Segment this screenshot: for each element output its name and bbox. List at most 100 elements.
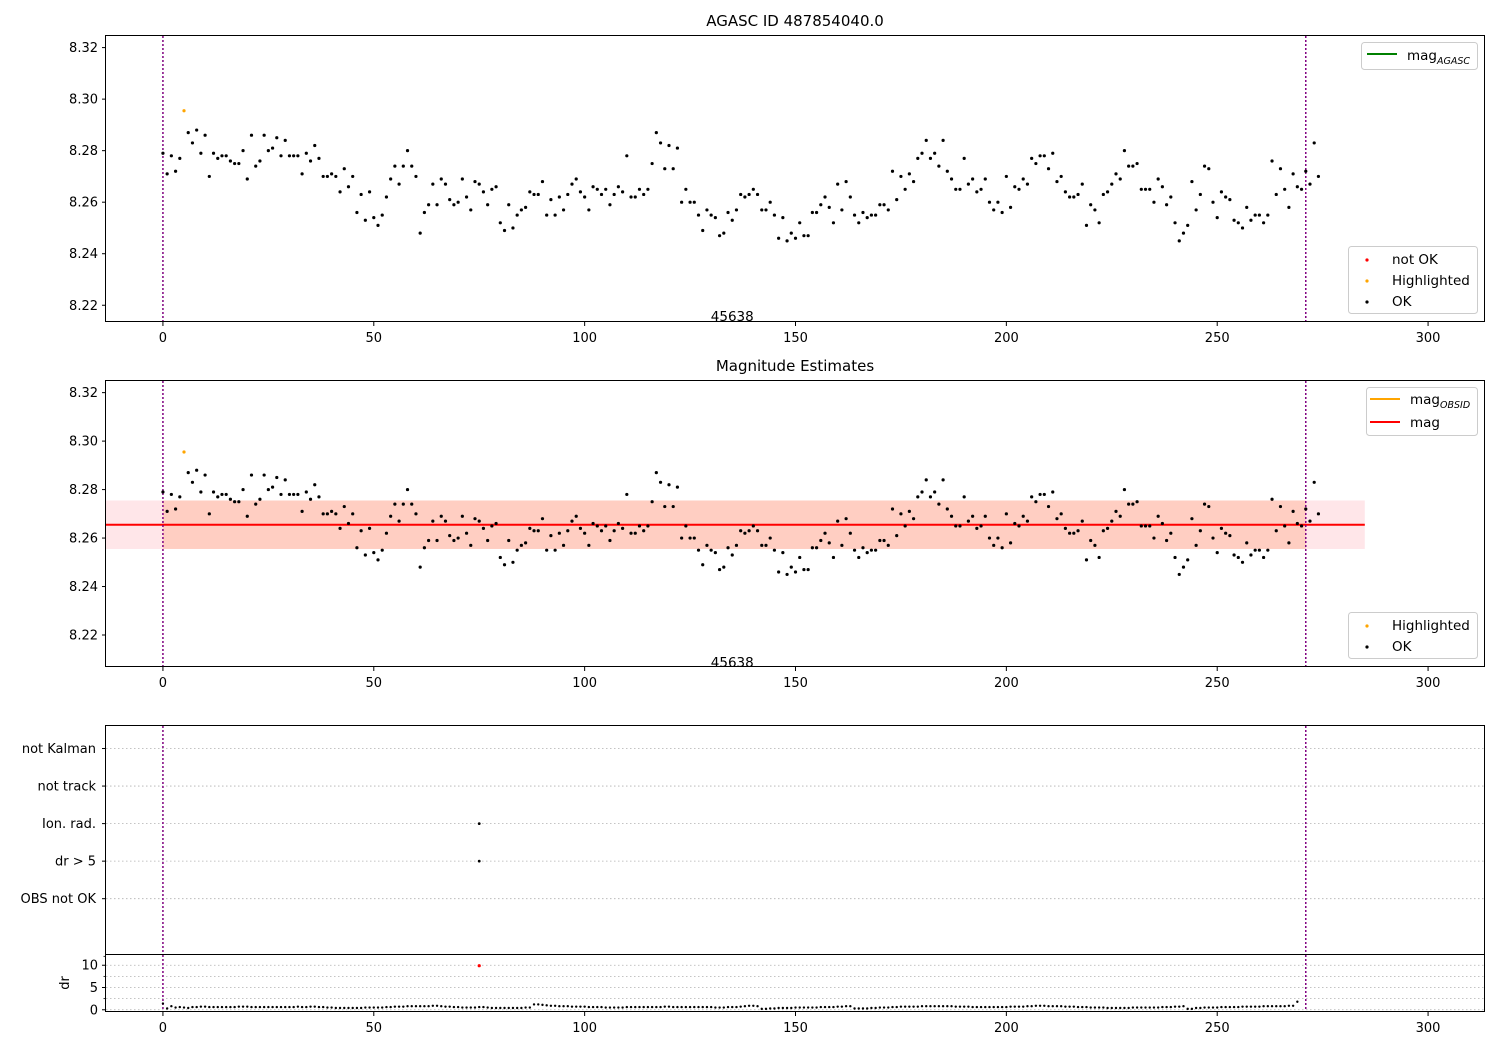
- mag-point: [612, 529, 616, 533]
- mag-point: [650, 500, 654, 504]
- dr-point: [1005, 1005, 1008, 1009]
- mag-point: [629, 195, 633, 199]
- dr-point: [920, 1005, 924, 1008]
- mag-point: [1000, 210, 1004, 215]
- mag-agasc-legend-label: mag: [1407, 48, 1437, 64]
- dr-point: [275, 1005, 278, 1009]
- mag-point: [1190, 517, 1194, 521]
- mag-point: [1262, 555, 1266, 560]
- dr-point: [785, 1006, 789, 1010]
- mag-point: [502, 228, 507, 233]
- mag-point: [511, 560, 515, 564]
- dr-point: [174, 1006, 177, 1009]
- mag-point: [292, 492, 296, 497]
- mag-point: [494, 185, 498, 189]
- x-tick-label: 250: [1205, 331, 1230, 346]
- mag-point: [355, 210, 359, 215]
- mag-point: [228, 159, 233, 163]
- mag-point: [570, 182, 574, 186]
- mag-point: [490, 524, 494, 528]
- mag-point: [971, 177, 975, 181]
- dr-point: [161, 1002, 165, 1005]
- mag-point: [207, 174, 211, 179]
- dr-point: [233, 1005, 236, 1009]
- mag-point: [1224, 531, 1228, 535]
- highlighted-legend-label-2: Highlighted: [1392, 618, 1470, 634]
- mag-point: [460, 177, 464, 181]
- mag-point: [730, 553, 734, 557]
- dr-point: [1194, 1006, 1198, 1010]
- mag-point: [178, 495, 182, 499]
- dr-point: [528, 1006, 532, 1009]
- mag-point: [338, 190, 342, 194]
- mag-point: [1169, 195, 1173, 199]
- highlighted-legend-marker-2: [1365, 624, 1369, 628]
- mag-point: [1270, 497, 1274, 501]
- x-tick-label: 300: [1416, 331, 1441, 346]
- mag-point: [1148, 187, 1152, 191]
- mag-agasc-legend-subscript: AGASC: [1436, 56, 1470, 67]
- mag-point: [713, 216, 717, 220]
- mag-point: [367, 526, 372, 530]
- mag-point: [464, 531, 469, 535]
- mag-point: [224, 154, 228, 158]
- dr-point: [1131, 1006, 1135, 1009]
- mag-point: [1211, 536, 1215, 540]
- mag-point: [502, 563, 507, 567]
- mag-point: [300, 172, 304, 176]
- mag-point: [1186, 558, 1190, 562]
- agasc-panel: AGASC ID 487854040.0 8.22 8.24 8.26 8.28 8.3…: [69, 12, 1485, 346]
- dr-point: [709, 1005, 713, 1009]
- mag-point: [1207, 504, 1211, 509]
- dr-point: [359, 1006, 363, 1010]
- mag-point: [692, 536, 696, 540]
- mag-point: [173, 507, 178, 511]
- mag-point: [675, 146, 680, 150]
- agasc-line-legend[interactable]: magAGASC: [1361, 42, 1478, 70]
- mag-point: [1304, 507, 1308, 511]
- mag-point: [224, 492, 228, 497]
- dr-point: [321, 1005, 325, 1009]
- x-tick-label: 200: [994, 331, 1019, 346]
- mag-point: [696, 213, 701, 217]
- dr-point: [351, 1006, 354, 1010]
- mag-point: [1316, 512, 1321, 516]
- dr-point: [650, 1005, 654, 1009]
- mag-point: [1093, 543, 1097, 547]
- mag-point: [608, 538, 612, 543]
- mag-point: [165, 509, 169, 513]
- mag-point: [722, 231, 726, 235]
- mag-point: [287, 492, 292, 497]
- mag-point: [237, 161, 241, 166]
- mag-point: [777, 570, 781, 574]
- mag-point: [578, 190, 583, 194]
- mag-point: [604, 524, 608, 528]
- mag-point: [1160, 521, 1164, 526]
- mag-point: [793, 236, 798, 240]
- dr-point: [549, 1004, 553, 1007]
- mag-point: [448, 198, 452, 202]
- estimates-line-legend[interactable]: magOBSID mag: [1366, 387, 1478, 436]
- mag-point: [384, 195, 389, 199]
- mag-point: [1135, 161, 1139, 166]
- estimates-status-legend[interactable]: Highlighted OK: [1348, 612, 1478, 659]
- mag-point: [330, 172, 334, 176]
- mag-point: [536, 529, 540, 533]
- dr-point: [1253, 1005, 1257, 1008]
- mag-point: [857, 555, 861, 560]
- mag-point: [389, 177, 393, 181]
- mag-point: [308, 497, 313, 501]
- mag-point: [1312, 141, 1316, 145]
- mag-point: [308, 159, 313, 163]
- dr-point: [962, 1005, 966, 1008]
- dr-point: [579, 1005, 582, 1008]
- mag-point: [701, 563, 705, 567]
- dr-point: [515, 1006, 519, 1010]
- mag-point: [304, 151, 308, 155]
- agasc-status-legend[interactable]: not OK Highlighted OK: [1348, 246, 1478, 314]
- mag-point: [422, 210, 426, 215]
- dr-point: [777, 1006, 780, 1010]
- mag-point: [937, 502, 941, 506]
- mag-point: [1245, 205, 1249, 209]
- dr-point: [874, 1006, 877, 1010]
